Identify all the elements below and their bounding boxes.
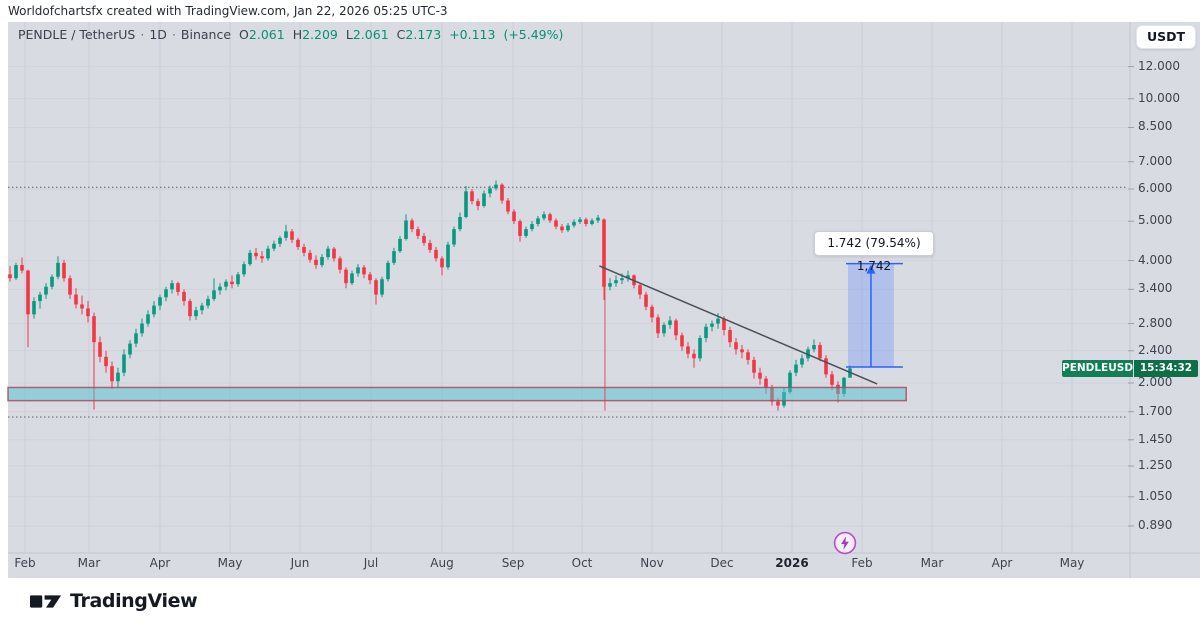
time-axis-label[interactable]: Feb	[851, 556, 873, 570]
time-axis-label[interactable]: Feb	[14, 556, 36, 570]
price-axis-label[interactable]: 1.250	[1138, 458, 1173, 472]
time-axis-label[interactable]: Jun	[290, 556, 310, 570]
time-axis-label[interactable]: Mar	[920, 556, 944, 570]
symbol-price-badge[interactable]: PENDLEUSDT 15:34:32	[1062, 360, 1198, 377]
close-value: 2.173	[405, 27, 442, 42]
price-axis-label[interactable]: 3.400	[1138, 281, 1173, 296]
symbol-badge-name: PENDLEUSDT	[1062, 360, 1140, 377]
price-axis-label[interactable]: 2.400	[1138, 342, 1173, 357]
currency-toggle-button[interactable]: USDT	[1136, 25, 1196, 49]
chart-legend: PENDLE / TetherUS · 1D · Binance O2.061 H2.209…	[18, 27, 563, 42]
price-axis-label[interactable]: 8.500	[1138, 119, 1173, 134]
time-axis-label[interactable]: Apr	[149, 556, 171, 570]
dotted-levels-layer	[8, 186, 1128, 418]
price-range-drawing[interactable]	[846, 262, 903, 368]
trendline-drawing[interactable]	[599, 265, 878, 385]
low-label: L	[345, 27, 353, 42]
price-axis-label[interactable]: 7.000	[1138, 153, 1173, 168]
price-axis-label[interactable]: 0.890	[1138, 517, 1173, 532]
time-axis-label[interactable]: Oct	[571, 556, 593, 570]
price-axis-label[interactable]: 12.000	[1138, 58, 1180, 73]
flash-event-icon[interactable]	[833, 531, 857, 555]
open-value: 2.061	[248, 27, 285, 42]
exchange-label: Binance	[180, 27, 232, 42]
support-zone-drawing[interactable]	[7, 386, 907, 402]
price-axis-label[interactable]: 1.700	[1138, 403, 1173, 418]
time-axis-label[interactable]: May	[1059, 556, 1085, 570]
time-axis-label[interactable]: Jul	[363, 556, 379, 570]
symbol-title[interactable]: PENDLE / TetherUS	[18, 27, 136, 42]
high-label: H	[292, 27, 303, 42]
grid-layer	[8, 22, 1128, 553]
time-axis-label[interactable]: Aug	[430, 556, 454, 570]
price-axis-label[interactable]: 10.000	[1138, 90, 1180, 105]
interval-label[interactable]: 1D	[149, 27, 167, 42]
price-axis-label[interactable]: 2.000	[1138, 375, 1173, 389]
open-label: O	[239, 27, 249, 42]
close-label: C	[396, 27, 406, 42]
time-axis-label[interactable]: Mar	[77, 556, 101, 570]
price-axis-label[interactable]: 1.050	[1138, 488, 1173, 503]
price-range-measure-label[interactable]: 1.742 (79.54%) 1,742	[814, 231, 934, 273]
time-axis-label[interactable]: Nov	[640, 556, 664, 570]
time-axis-label[interactable]: 2026	[775, 556, 809, 570]
bar-countdown-timer: 15:34:32	[1134, 360, 1198, 377]
candles-layer	[8, 180, 852, 411]
watermark-text: Worldofchartsfx created with TradingView…	[8, 4, 448, 18]
price-axis-label[interactable]: 6.000	[1138, 180, 1173, 195]
axis-frame-layer	[8, 22, 1200, 578]
price-axis-label[interactable]: 4.000	[1138, 252, 1173, 267]
low-value: 2.061	[352, 27, 389, 42]
change-value: +0.113	[449, 27, 496, 42]
price-axis-label[interactable]: 5.000	[1138, 213, 1173, 228]
price-axis-label[interactable]: 2.800	[1138, 315, 1173, 330]
time-axis-label[interactable]: Dec	[710, 556, 734, 570]
tradingview-logo-icon	[30, 595, 62, 608]
tradingview-brand-text: TradingView	[70, 590, 198, 612]
separator-dot: ·	[140, 27, 145, 42]
price-axis-label[interactable]: 1.450	[1138, 431, 1173, 446]
change-percent: (+5.49%)	[503, 27, 564, 42]
separator-dot: ·	[171, 27, 176, 42]
time-axis-label[interactable]: Sep	[501, 556, 525, 570]
time-axis-label[interactable]: Apr	[991, 556, 1013, 570]
time-axis-label[interactable]: May	[217, 556, 243, 570]
tradingview-brand-link[interactable]: TradingView	[30, 590, 198, 612]
high-value: 2.209	[302, 27, 338, 42]
